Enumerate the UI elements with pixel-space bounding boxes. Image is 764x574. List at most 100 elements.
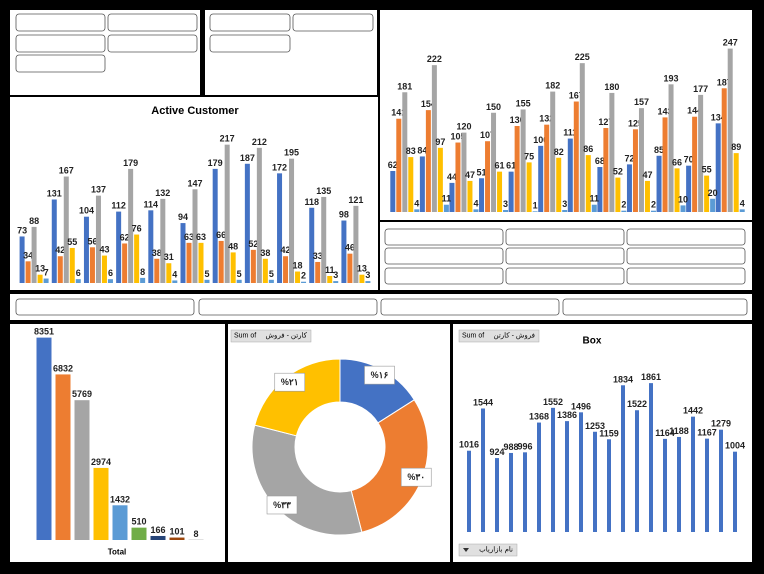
slicer-button[interactable] [107, 34, 198, 53]
bar [154, 258, 160, 283]
bar [89, 247, 95, 283]
slicer-button[interactable] [15, 54, 106, 73]
slicer-button[interactable] [505, 228, 625, 246]
axis-field-button[interactable] [458, 543, 518, 557]
bar [250, 249, 256, 283]
data-label: 180 [604, 82, 619, 92]
data-label: 5 [237, 269, 242, 279]
slicer-button[interactable] [198, 298, 378, 316]
data-label: 187 [240, 153, 255, 163]
bar [481, 408, 485, 532]
data-label: 1834 [613, 374, 633, 384]
bar [19, 236, 25, 283]
bar [467, 180, 473, 212]
data-label: 2 [621, 200, 626, 210]
data-label: 11 [325, 265, 335, 275]
data-label: 1 [533, 200, 538, 210]
slicer-button[interactable] [15, 34, 106, 53]
bar [315, 261, 321, 283]
bar [497, 171, 503, 212]
bar [579, 412, 583, 532]
field-button[interactable] [230, 329, 312, 343]
bar [31, 226, 37, 283]
data-label: 85 [654, 145, 664, 155]
data-label: 107 [480, 130, 495, 140]
data-label: 6832 [53, 363, 73, 373]
slicer-button[interactable] [209, 13, 291, 32]
data-label: 61 [506, 161, 516, 171]
bar [25, 261, 31, 283]
bar [112, 505, 128, 540]
data-label: 150 [486, 102, 501, 112]
data-label: 166 [150, 525, 165, 535]
bar [615, 177, 621, 212]
bar [212, 168, 218, 283]
slicer-button[interactable] [15, 13, 106, 32]
bar [621, 210, 627, 212]
data-label: 73 [17, 225, 27, 235]
data-label: 72 [624, 153, 634, 163]
bar [514, 126, 520, 212]
bar [662, 117, 668, 212]
data-label: 86 [583, 144, 593, 154]
slicer-button[interactable] [384, 267, 504, 285]
bar [204, 279, 210, 283]
data-label: 155 [516, 98, 531, 108]
data-label: 177 [693, 84, 708, 94]
bar [321, 196, 327, 283]
data-label: 44 [447, 172, 457, 182]
data-label: 141 [391, 108, 406, 118]
field-button[interactable] [458, 329, 540, 343]
slicer-button[interactable] [384, 247, 504, 265]
data-label: 1861 [641, 372, 661, 382]
bar [341, 220, 347, 283]
data-label: 1432 [110, 494, 130, 504]
bar [656, 155, 662, 212]
slicer-button[interactable] [505, 247, 625, 265]
data-label: 114 [144, 199, 159, 209]
bar [621, 385, 625, 532]
slicer-button[interactable] [505, 267, 625, 285]
slicer-button[interactable] [626, 228, 746, 246]
bar [186, 242, 192, 283]
slicer-button[interactable] [626, 267, 746, 285]
slicer-button[interactable] [626, 247, 746, 265]
slicer-button[interactable] [292, 13, 374, 32]
field-button-label: فروش - کارتن [494, 332, 535, 340]
slicer-button[interactable] [107, 13, 198, 32]
data-label: 10 [678, 194, 688, 204]
bar [508, 171, 514, 212]
slicer-button[interactable] [380, 298, 560, 316]
bar [140, 277, 146, 283]
bar [289, 158, 295, 283]
field-button-prefix: Sum of [462, 333, 484, 340]
chart-title: Box [583, 336, 602, 347]
slicer-button[interactable] [209, 34, 291, 53]
bar [74, 400, 90, 540]
bar [663, 438, 667, 532]
bar [556, 157, 562, 212]
bar [116, 211, 122, 283]
data-label: 13 [35, 264, 45, 274]
bar [674, 168, 680, 212]
bar [698, 94, 704, 212]
data-label: 62 [388, 160, 398, 170]
bar [449, 182, 455, 212]
data-label: 135 [316, 186, 331, 196]
bar [169, 537, 185, 540]
slicer-button[interactable] [384, 228, 504, 246]
slicer-button[interactable] [562, 298, 748, 316]
donut-slice [254, 358, 341, 437]
bar [122, 243, 128, 283]
x-tick-label: Total [108, 548, 127, 557]
data-label: 13 [357, 264, 367, 274]
bar [721, 88, 727, 212]
data-label: 5769 [72, 389, 92, 399]
data-label: 3 [562, 199, 567, 209]
data-label: 101 [169, 527, 184, 537]
data-label: 89 [731, 142, 741, 152]
data-label: 1188 [669, 426, 689, 436]
slicer-button[interactable] [15, 298, 195, 316]
data-label: 172 [272, 162, 287, 172]
bar [268, 279, 274, 283]
